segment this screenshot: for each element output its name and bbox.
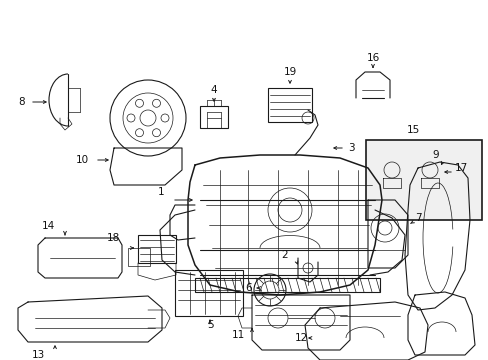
Text: 14: 14 [41, 221, 55, 231]
Text: 3: 3 [347, 143, 354, 153]
Text: 16: 16 [366, 53, 379, 63]
Text: 4: 4 [210, 85, 217, 95]
Bar [195, 278, 379, 292]
Text: 1: 1 [157, 187, 163, 197]
Bar [138, 235, 176, 263]
Text: 7: 7 [414, 213, 421, 223]
Text: 10: 10 [75, 155, 88, 165]
Bar [128, 248, 150, 266]
Text: 6: 6 [245, 283, 251, 293]
Text: 8: 8 [19, 97, 25, 107]
Text: 2: 2 [281, 250, 287, 260]
Text: 17: 17 [454, 163, 468, 173]
Text: 5: 5 [206, 320, 213, 330]
Text: 11: 11 [231, 330, 244, 340]
Text: 18: 18 [106, 233, 120, 243]
Bar [365, 140, 481, 220]
Text: 13: 13 [31, 350, 44, 360]
Text: 15: 15 [406, 125, 419, 135]
Bar [175, 270, 243, 316]
Bar [200, 106, 227, 128]
Text: 19: 19 [283, 67, 296, 77]
Text: 12: 12 [294, 333, 307, 343]
Bar [267, 88, 311, 122]
Text: 9: 9 [431, 150, 438, 160]
